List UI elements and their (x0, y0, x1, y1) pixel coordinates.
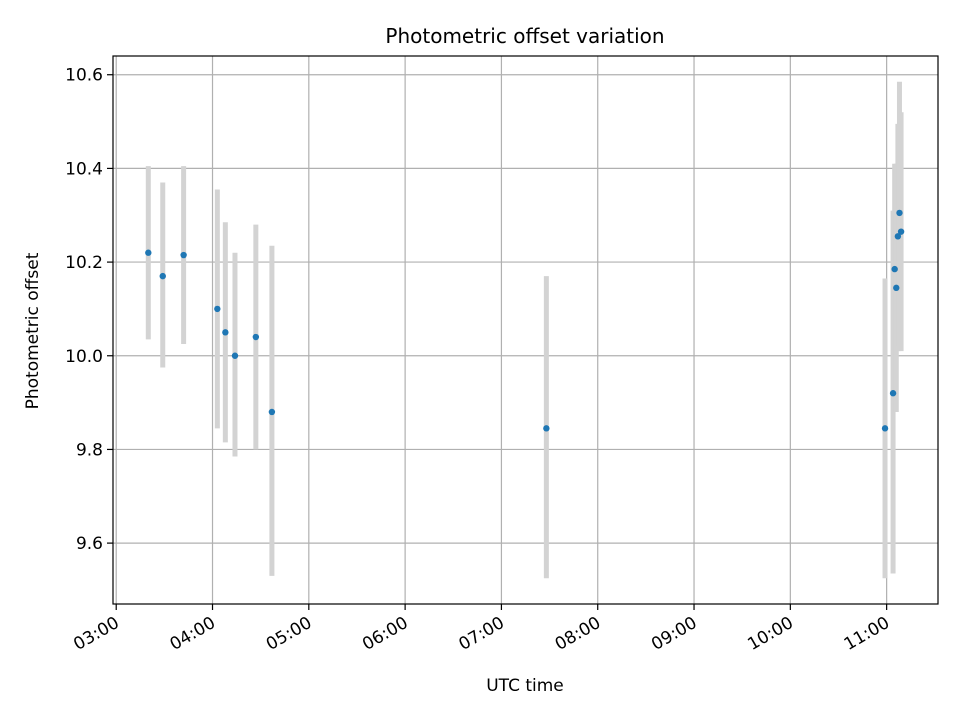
y-tick-label: 10.4 (65, 159, 103, 179)
plot-frame (112, 55, 939, 605)
grid (113, 56, 938, 604)
data-point (231, 352, 239, 359)
data-point (159, 272, 166, 280)
y-tick-label: 9.8 (76, 440, 103, 460)
data-point (894, 233, 902, 240)
data-point (145, 249, 152, 256)
data-point (893, 284, 900, 292)
data-point (252, 333, 260, 341)
chart-title: Photometric offset variation (385, 24, 664, 48)
data-point (268, 408, 276, 416)
data-point (896, 209, 903, 217)
y-tick-label: 9.6 (76, 534, 103, 554)
data-point (214, 305, 221, 313)
data-point (889, 390, 897, 397)
data-point (180, 251, 187, 259)
y-axis-ticks: 9.6 9.8 10.0 10.2 10.4 10.6 (65, 66, 113, 554)
data-points (145, 209, 905, 432)
data-point (897, 228, 905, 235)
y-axis-label: Photometric offset (23, 252, 43, 409)
y-tick-label: 10.0 (65, 347, 103, 367)
data-point (222, 329, 229, 336)
y-tick-label: 10.6 (65, 66, 103, 86)
data-point (881, 425, 889, 432)
y-tick-label: 10.2 (65, 253, 103, 273)
data-point (891, 265, 898, 273)
data-point (543, 425, 550, 432)
x-axis-label: UTC time (486, 676, 564, 696)
